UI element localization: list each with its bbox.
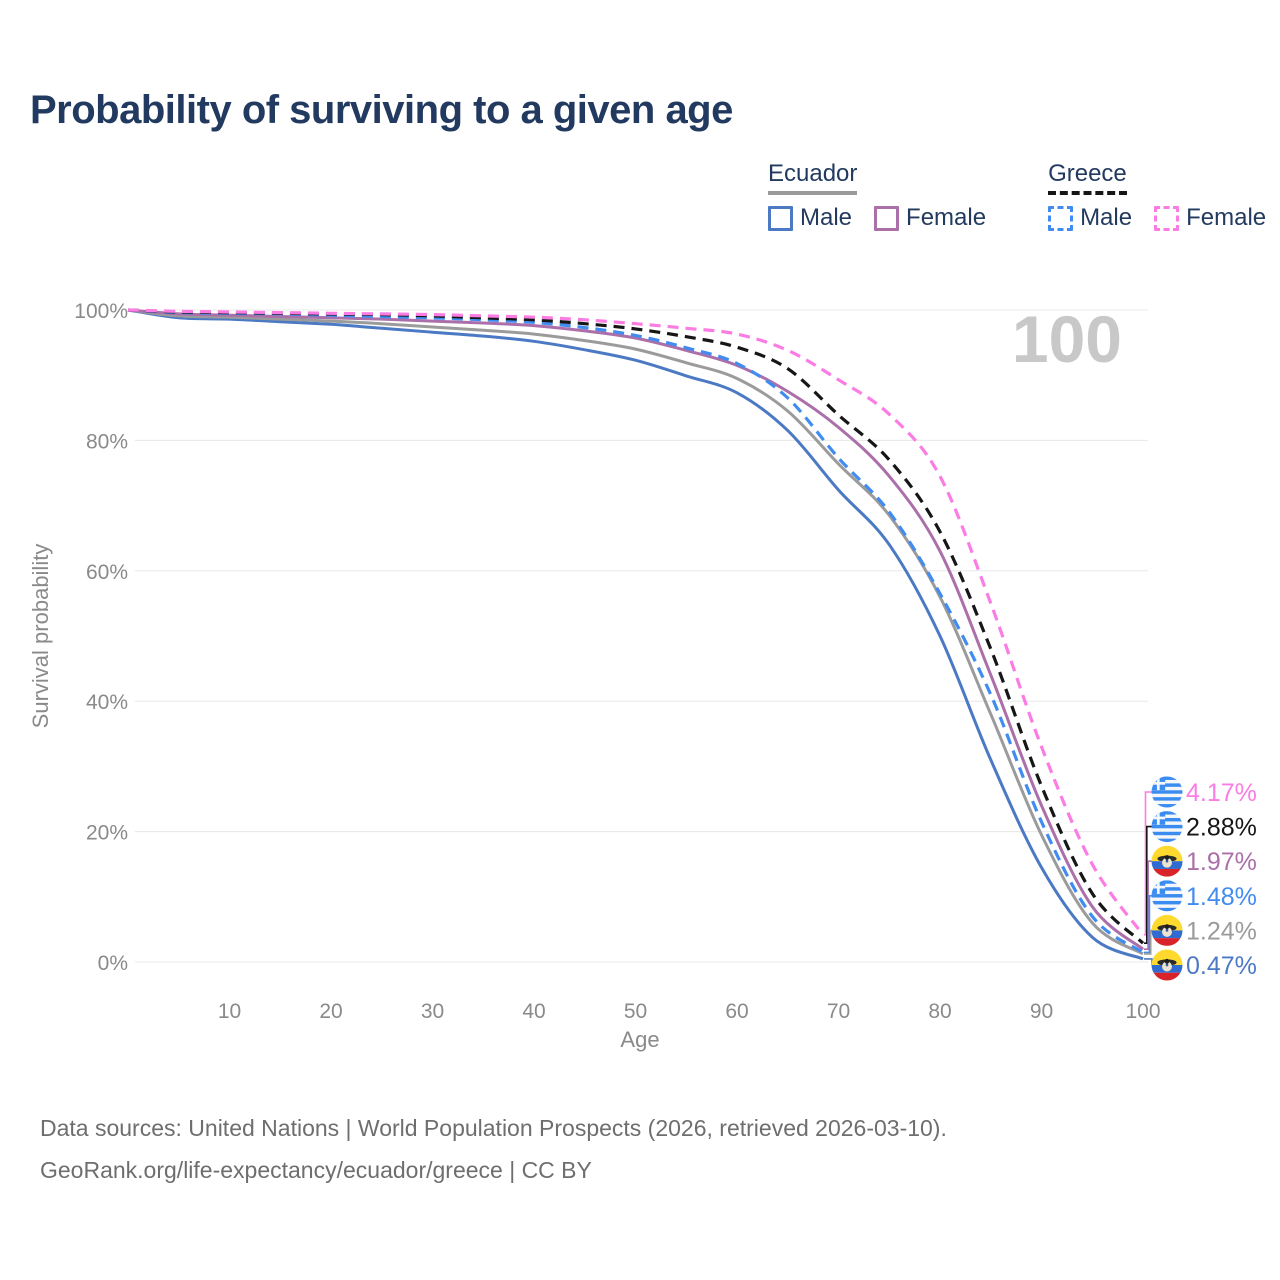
legend-group-ecuador: Ecuador Male Female xyxy=(768,160,986,232)
series-line-greece-female[interactable] xyxy=(127,308,1145,936)
leader-line-greece-female xyxy=(1144,791,1152,936)
series-line-greece-male[interactable] xyxy=(127,308,1144,954)
y-tick-label: 80% xyxy=(86,430,128,453)
footer-line-1: Data sources: United Nations | World Pop… xyxy=(40,1115,947,1141)
leader-line-ecuador-both-sexes xyxy=(1144,929,1152,955)
legend-country-ecuador[interactable]: Ecuador xyxy=(768,160,858,195)
data-sources: Data sources: United Nations | World Pop… xyxy=(40,1108,947,1192)
greece-flag-icon xyxy=(1151,776,1183,808)
ecuador-flag-icon xyxy=(1151,914,1183,946)
legend-swatch-ecuador-female-icon xyxy=(874,205,900,231)
y-tick-label: 60% xyxy=(86,561,128,584)
footer-line-2: GeoRank.org/life-expectancy/ecuador/gree… xyxy=(40,1156,592,1183)
greece-flag-icon xyxy=(1151,880,1183,912)
legend-label-greece-male: Male xyxy=(1080,204,1133,231)
legend-swatch-ecuador-male-icon xyxy=(768,205,793,231)
y-tick-label: 0% xyxy=(98,952,128,975)
end-value-label-greece-both-sexes: 2.88% xyxy=(1186,814,1257,842)
x-tick-label: 100 xyxy=(1125,1000,1160,1023)
page-title: Probability of surviving to a given age xyxy=(30,88,733,132)
legend-label-ecuador-male: Male xyxy=(800,204,853,231)
series-line-ecuador-both-sexes[interactable] xyxy=(127,308,1144,956)
legend-country-greece[interactable]: Greece xyxy=(1048,160,1127,195)
leader-line-greece-male xyxy=(1144,894,1152,954)
ecuador-flag-icon xyxy=(1151,949,1183,981)
x-tick-label: 30 xyxy=(421,1000,444,1023)
end-value-label-ecuador-female: 1.97% xyxy=(1186,848,1257,876)
y-tick-label: 100% xyxy=(74,300,128,323)
x-tick-label: 50 xyxy=(624,1000,647,1023)
series-line-ecuador-female[interactable] xyxy=(127,308,1144,951)
x-axis-title: Age xyxy=(620,1027,659,1052)
end-value-label-ecuador-both-sexes: 1.24% xyxy=(1186,917,1257,945)
y-tick-label: 40% xyxy=(86,691,128,714)
legend: Ecuador Male Female Greece Male xyxy=(768,160,1266,232)
x-tick-label: 60 xyxy=(725,1000,748,1023)
end-value-label-greece-male: 1.48% xyxy=(1186,883,1257,911)
legend-label-greece-female: Female xyxy=(1186,204,1267,231)
series-line-greece-both-sexes[interactable] xyxy=(127,308,1145,945)
leader-line-ecuador-female xyxy=(1144,860,1152,951)
series-line-ecuador-male[interactable] xyxy=(127,308,1144,961)
x-tick-label: 70 xyxy=(827,1000,850,1023)
legend-item-ecuador-female[interactable]: Female xyxy=(874,204,986,232)
end-value-label-ecuador-male: 0.47% xyxy=(1186,952,1257,980)
y-tick-label: 20% xyxy=(86,822,128,845)
legend-swatch-greece-female-icon xyxy=(1154,205,1180,231)
ecuador-flag-icon xyxy=(1151,845,1183,877)
x-tick-label: 10 xyxy=(218,1000,241,1023)
greece-flag-icon xyxy=(1151,811,1183,843)
legend-item-greece-male[interactable]: Male xyxy=(1048,204,1132,232)
legend-swatch-greece-male-icon xyxy=(1048,205,1074,231)
legend-label-ecuador-female: Female xyxy=(906,204,987,231)
x-tick-label: 20 xyxy=(319,1000,342,1023)
x-tick-label: 90 xyxy=(1030,1000,1053,1023)
hover-age-watermark: 100 xyxy=(1012,302,1122,376)
legend-group-greece: Greece Male Female xyxy=(1048,160,1266,232)
y-axis-title: Survival probability xyxy=(28,544,53,729)
leader-line-greece-both-sexes xyxy=(1144,825,1152,945)
legend-item-ecuador-male[interactable]: Male xyxy=(768,204,852,232)
x-tick-label: 80 xyxy=(928,1000,951,1023)
legend-item-greece-female[interactable]: Female xyxy=(1154,204,1266,232)
x-tick-label: 40 xyxy=(522,1000,545,1023)
end-value-label-greece-female: 4.17% xyxy=(1186,779,1257,807)
